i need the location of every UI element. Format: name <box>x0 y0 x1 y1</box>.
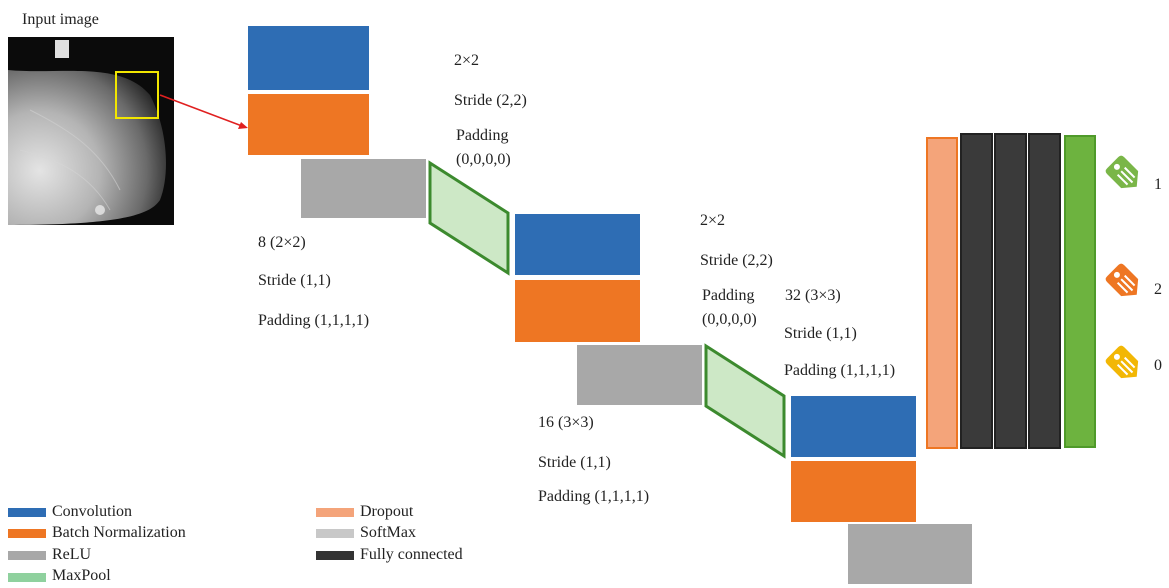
stage3-conv-padding: Padding (1,1,1,1) <box>784 362 896 379</box>
conv-block-2 <box>515 214 640 275</box>
legend-label-maxpool: MaxPool <box>52 567 111 584</box>
conv-block-1 <box>248 26 369 90</box>
fully-connected-block-3 <box>1028 133 1061 449</box>
stage2-pool-padding-label: Padding <box>702 287 755 304</box>
relu-block-1 <box>301 159 426 218</box>
batchnorm-block-1 <box>248 94 369 155</box>
legend-swatch-relu <box>8 551 46 560</box>
output-label-1: 1 <box>1154 176 1162 193</box>
legend-label-batch-normalization: Batch Normalization <box>52 524 186 541</box>
output-label-2: 2 <box>1154 281 1162 298</box>
stage3-conv-stride: Stride (1,1) <box>784 325 857 342</box>
legend-swatch-dropout <box>316 508 354 517</box>
fully-connected-block-1 <box>960 133 993 449</box>
stage2-pool-stride: Stride (2,2) <box>700 252 773 269</box>
stage1-pool-stride: Stride (2,2) <box>454 92 527 109</box>
output-label-0: 0 <box>1154 357 1162 374</box>
batchnorm-block-3 <box>791 461 916 522</box>
stage2-pool-padding-value: (0,0,0,0) <box>702 311 757 328</box>
stage1-pool-padding-label: Padding <box>456 127 509 144</box>
relu-block-3 <box>848 524 972 584</box>
dropout-block <box>926 137 958 449</box>
maxpool-block-1 <box>428 160 510 276</box>
stage2-conv-padding: Padding (1,1,1,1) <box>538 488 650 505</box>
stage3-conv-filters: 32 (3×3) <box>785 287 841 304</box>
legend-label-convolution: Convolution <box>52 503 133 520</box>
legend-label-relu: ReLU <box>52 546 92 563</box>
input-image-label: Input image <box>22 11 99 28</box>
stage1-conv-padding: Padding (1,1,1,1) <box>258 312 370 329</box>
tag-icon-1 <box>1105 155 1139 189</box>
maxpool-block-2 <box>704 343 786 459</box>
stage1-conv-stride: Stride (1,1) <box>258 272 331 289</box>
stage1-pool-size: 2×2 <box>454 52 480 69</box>
legend-swatch-fully-connected <box>316 551 354 560</box>
stage2-conv-filters: 16 (3×3) <box>538 414 594 431</box>
conv-block-3 <box>791 396 916 457</box>
stage2-conv-stride: Stride (1,1) <box>538 454 611 471</box>
legend-label-softmax: SoftMax <box>360 524 416 541</box>
legend-swatch-softmax <box>316 529 354 538</box>
fully-connected-block-2 <box>994 133 1027 449</box>
relu-block-2 <box>577 345 702 405</box>
stage1-conv-filters: 8 (2×2) <box>258 234 306 251</box>
legend-swatch-maxpool <box>8 573 46 582</box>
tag-icon-2 <box>1105 263 1139 297</box>
legend-label-dropout: Dropout <box>360 503 414 520</box>
legend-swatch-convolution <box>8 508 46 517</box>
stage1-pool-padding-value: (0,0,0,0) <box>456 151 511 168</box>
softmax-block <box>1064 135 1096 448</box>
stage2-pool-size: 2×2 <box>700 212 726 229</box>
legend-label-fully-connected: Fully connected <box>360 546 463 563</box>
batchnorm-block-2 <box>515 280 640 342</box>
tag-icon-0 <box>1105 345 1139 379</box>
legend-swatch-batch-normalization <box>8 529 46 538</box>
